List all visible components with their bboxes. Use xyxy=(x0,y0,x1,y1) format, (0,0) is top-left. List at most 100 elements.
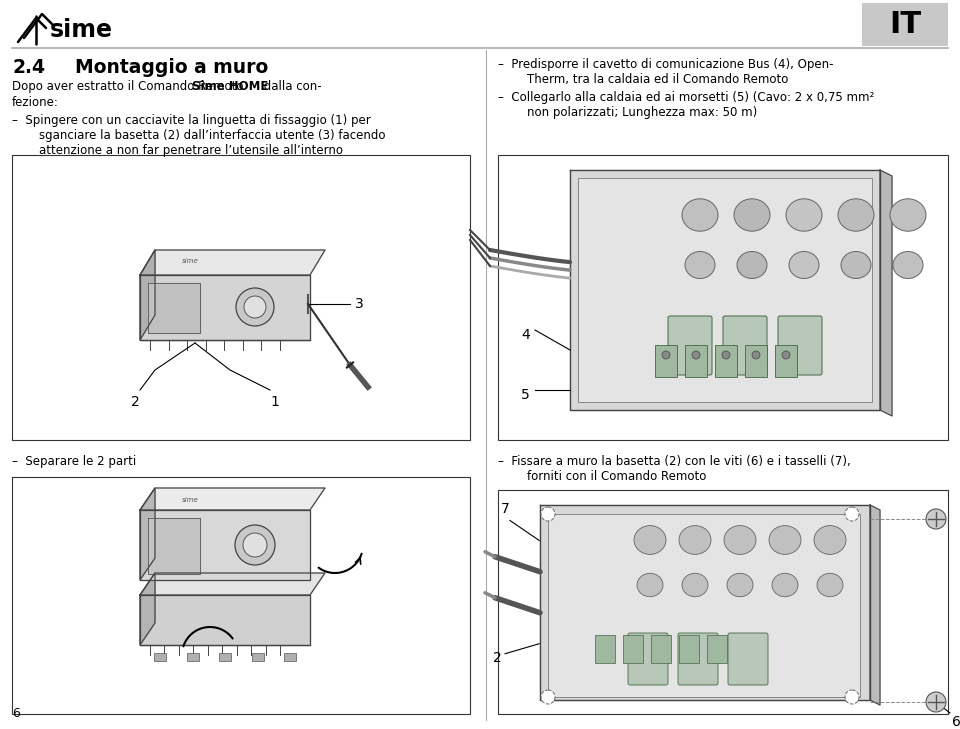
Text: Sime HOME: Sime HOME xyxy=(192,80,269,93)
Ellipse shape xyxy=(752,351,760,359)
Ellipse shape xyxy=(734,199,770,231)
Polygon shape xyxy=(140,595,310,645)
Text: sime: sime xyxy=(50,18,113,42)
Text: fezione:: fezione: xyxy=(12,96,59,109)
Text: Dopo aver estratto il Comando Remoto: Dopo aver estratto il Comando Remoto xyxy=(12,80,248,93)
FancyBboxPatch shape xyxy=(623,635,643,663)
Ellipse shape xyxy=(772,573,798,597)
Text: sime: sime xyxy=(181,258,199,264)
FancyBboxPatch shape xyxy=(498,155,948,440)
Text: 2.4: 2.4 xyxy=(12,58,45,77)
Ellipse shape xyxy=(243,533,267,557)
Text: IT: IT xyxy=(889,9,921,39)
Ellipse shape xyxy=(541,507,555,521)
Polygon shape xyxy=(140,250,325,275)
Ellipse shape xyxy=(789,252,819,278)
Ellipse shape xyxy=(682,199,718,231)
FancyBboxPatch shape xyxy=(595,635,615,663)
FancyBboxPatch shape xyxy=(12,155,470,440)
FancyBboxPatch shape xyxy=(678,633,718,685)
Polygon shape xyxy=(148,518,200,574)
FancyBboxPatch shape xyxy=(745,345,767,377)
Polygon shape xyxy=(140,573,325,595)
Text: –  Separare le 2 parti: – Separare le 2 parti xyxy=(12,455,136,468)
Ellipse shape xyxy=(722,351,730,359)
Ellipse shape xyxy=(692,351,700,359)
FancyBboxPatch shape xyxy=(679,635,699,663)
Ellipse shape xyxy=(679,526,711,554)
Text: –  Collegarlo alla caldaia ed ai morsetti (5) (Cavo: 2 x 0,75 mm²: – Collegarlo alla caldaia ed ai morsetti… xyxy=(498,91,875,104)
Ellipse shape xyxy=(926,509,946,529)
Ellipse shape xyxy=(682,573,708,597)
Text: 5: 5 xyxy=(521,388,530,402)
Ellipse shape xyxy=(637,573,663,597)
Ellipse shape xyxy=(244,296,266,318)
Ellipse shape xyxy=(841,252,871,278)
Text: 3: 3 xyxy=(355,297,364,311)
Text: –  Fissare a muro la basetta (2) con le viti (6) e i tasselli (7),: – Fissare a muro la basetta (2) con le v… xyxy=(498,455,851,468)
Polygon shape xyxy=(140,488,155,580)
FancyBboxPatch shape xyxy=(651,635,671,663)
FancyBboxPatch shape xyxy=(723,316,767,375)
FancyBboxPatch shape xyxy=(219,653,231,661)
Ellipse shape xyxy=(769,526,801,554)
Ellipse shape xyxy=(236,288,274,326)
Text: forniti con il Comando Remoto: forniti con il Comando Remoto xyxy=(512,470,707,483)
Polygon shape xyxy=(148,283,200,333)
Ellipse shape xyxy=(814,526,846,554)
FancyBboxPatch shape xyxy=(628,633,668,685)
FancyBboxPatch shape xyxy=(252,653,263,661)
FancyBboxPatch shape xyxy=(548,514,860,697)
Polygon shape xyxy=(870,505,880,705)
Text: 2: 2 xyxy=(131,395,139,409)
Text: attenzione a non far penetrare l’utensile all’interno: attenzione a non far penetrare l’utensil… xyxy=(24,144,343,157)
FancyBboxPatch shape xyxy=(862,3,948,46)
Text: 1: 1 xyxy=(271,395,279,409)
FancyBboxPatch shape xyxy=(284,653,296,661)
Text: 4: 4 xyxy=(521,328,530,342)
FancyBboxPatch shape xyxy=(775,345,797,377)
Text: –  Predisporre il cavetto di comunicazione Bus (4), Open-: – Predisporre il cavetto di comunicazion… xyxy=(498,58,833,71)
FancyBboxPatch shape xyxy=(668,316,712,375)
Polygon shape xyxy=(140,250,155,340)
Ellipse shape xyxy=(893,252,923,278)
Text: 7: 7 xyxy=(500,502,510,516)
FancyBboxPatch shape xyxy=(655,345,677,377)
Text: 6: 6 xyxy=(12,707,20,720)
Ellipse shape xyxy=(817,573,843,597)
FancyBboxPatch shape xyxy=(498,490,948,714)
Text: sganciare la basetta (2) dall’interfaccia utente (3) facendo: sganciare la basetta (2) dall’interfacci… xyxy=(24,129,386,142)
Text: Montaggio a muro: Montaggio a muro xyxy=(75,58,268,77)
Ellipse shape xyxy=(235,525,275,565)
Ellipse shape xyxy=(724,526,756,554)
Ellipse shape xyxy=(782,351,790,359)
Ellipse shape xyxy=(727,573,753,597)
Ellipse shape xyxy=(845,690,859,704)
Text: sime: sime xyxy=(181,497,199,503)
Polygon shape xyxy=(140,573,155,645)
FancyBboxPatch shape xyxy=(707,635,727,663)
FancyBboxPatch shape xyxy=(12,477,470,714)
Ellipse shape xyxy=(786,199,822,231)
FancyBboxPatch shape xyxy=(685,345,707,377)
FancyBboxPatch shape xyxy=(154,653,166,661)
Ellipse shape xyxy=(662,351,670,359)
Text: 6: 6 xyxy=(952,715,960,729)
Ellipse shape xyxy=(737,252,767,278)
Ellipse shape xyxy=(634,526,666,554)
Polygon shape xyxy=(140,488,325,510)
FancyBboxPatch shape xyxy=(578,178,872,402)
Text: Therm, tra la caldaia ed il Comando Remoto: Therm, tra la caldaia ed il Comando Remo… xyxy=(512,73,788,86)
Ellipse shape xyxy=(845,507,859,521)
Ellipse shape xyxy=(838,199,874,231)
FancyBboxPatch shape xyxy=(715,345,737,377)
Polygon shape xyxy=(570,170,880,410)
Ellipse shape xyxy=(926,692,946,712)
Text: dalla con-: dalla con- xyxy=(260,80,322,93)
Ellipse shape xyxy=(541,690,555,704)
FancyBboxPatch shape xyxy=(728,633,768,685)
Text: non polarizzati; Lunghezza max: 50 m): non polarizzati; Lunghezza max: 50 m) xyxy=(512,106,757,119)
FancyBboxPatch shape xyxy=(778,316,822,375)
FancyBboxPatch shape xyxy=(186,653,199,661)
Text: 2: 2 xyxy=(493,651,502,665)
